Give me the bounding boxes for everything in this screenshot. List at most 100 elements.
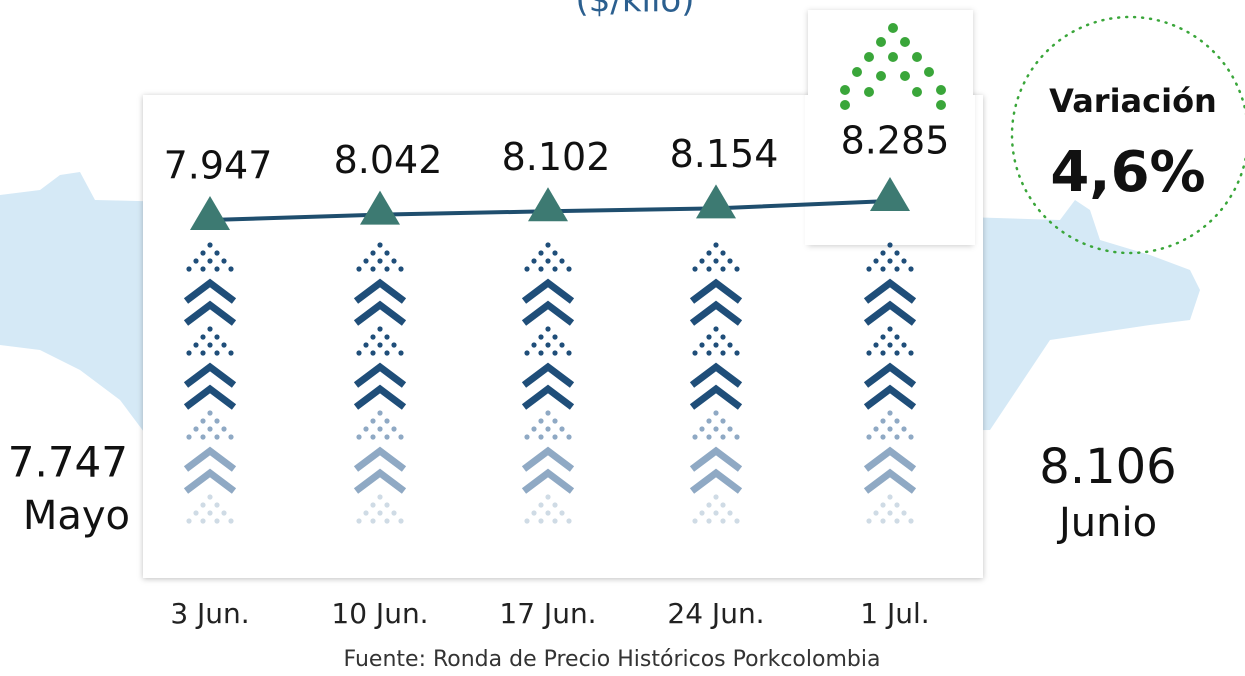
deco-dot: [207, 342, 213, 348]
deco-dot: [713, 426, 719, 432]
deco-dot: [692, 434, 698, 440]
deco-dot: [193, 510, 199, 516]
deco-dot: [864, 52, 874, 62]
deco-dot: [894, 266, 900, 272]
deco-dot: [370, 502, 376, 508]
deco-dot: [221, 258, 227, 264]
deco-dot: [384, 518, 390, 524]
deco-chevron: [689, 278, 743, 304]
deco-dot: [908, 434, 914, 440]
deco-dot: [356, 434, 362, 440]
deco-dot: [566, 266, 572, 272]
deco-chevron: [689, 384, 743, 410]
deco-dot: [936, 85, 946, 95]
deco-dot: [377, 242, 383, 248]
deco-dot: [384, 502, 390, 508]
deco-dot: [706, 250, 712, 256]
deco-dot: [538, 350, 544, 356]
deco-dot: [545, 258, 551, 264]
summary-value: 8.106: [1039, 439, 1176, 495]
deco-dot: [552, 418, 558, 424]
deco-dot: [200, 502, 206, 508]
deco-dot: [887, 426, 893, 432]
deco-dot: [200, 350, 206, 356]
deco-chevron: [521, 278, 575, 304]
deco-dot: [200, 250, 206, 256]
deco-dot: [840, 100, 850, 110]
deco-dot: [370, 266, 376, 272]
value-label: 8.102: [502, 135, 611, 179]
deco-chevron: [521, 362, 575, 388]
value-label: 8.285: [841, 118, 950, 162]
deco-dot: [888, 52, 898, 62]
deco-dot: [552, 502, 558, 508]
deco-dot: [370, 434, 376, 440]
deco-chevron: [353, 362, 407, 388]
deco-dot: [727, 510, 733, 516]
deco-dot: [713, 342, 719, 348]
deco-dot: [887, 342, 893, 348]
deco-dot: [531, 258, 537, 264]
deco-chevron: [863, 384, 917, 410]
deco-dot: [384, 418, 390, 424]
deco-dot: [398, 518, 404, 524]
deco-dot: [713, 510, 719, 516]
deco-dot: [524, 350, 530, 356]
deco-dot: [214, 502, 220, 508]
deco-dot: [887, 258, 893, 264]
deco-dot: [699, 510, 705, 516]
deco-dot: [720, 266, 726, 272]
deco-dot: [545, 426, 551, 432]
deco-dot: [887, 510, 893, 516]
deco-chevron: [183, 278, 237, 304]
deco-dot: [720, 250, 726, 256]
deco-dot: [699, 342, 705, 348]
deco-chevron: [353, 300, 407, 326]
deco-dot: [734, 434, 740, 440]
deco-dot: [384, 350, 390, 356]
deco-dot: [887, 242, 893, 248]
deco-dot: [531, 426, 537, 432]
deco-dot: [866, 434, 872, 440]
value-label: 8.042: [334, 138, 443, 182]
deco-dot: [545, 342, 551, 348]
deco-dot: [200, 266, 206, 272]
deco-dot: [398, 266, 404, 272]
deco-chevron: [863, 278, 917, 304]
deco-dot: [873, 258, 879, 264]
deco-dot: [912, 52, 922, 62]
deco-dot: [720, 518, 726, 524]
deco-dot: [900, 71, 910, 81]
deco-dot: [840, 85, 850, 95]
variation-value: 4,6%: [1050, 140, 1205, 205]
deco-dot: [363, 426, 369, 432]
deco-dot: [880, 334, 886, 340]
marker: [190, 195, 230, 230]
card-join: [805, 95, 975, 245]
deco-dot: [706, 266, 712, 272]
deco-dot: [207, 426, 213, 432]
summary-value: 7.747: [8, 438, 128, 487]
deco-dot: [720, 502, 726, 508]
deco-chevron: [353, 446, 407, 472]
deco-dot: [720, 350, 726, 356]
deco-dot: [559, 426, 565, 432]
deco-dot: [552, 266, 558, 272]
deco-dot: [924, 67, 934, 77]
deco-chevron: [183, 300, 237, 326]
deco-dot: [901, 258, 907, 264]
deco-dot: [186, 434, 192, 440]
deco-dot: [864, 87, 874, 97]
deco-dot: [398, 350, 404, 356]
deco-dot: [214, 418, 220, 424]
deco-dot: [880, 434, 886, 440]
deco-chevron: [521, 300, 575, 326]
x-tick-label: 24 Jun.: [667, 597, 764, 630]
deco-dot: [873, 342, 879, 348]
deco-chevron: [353, 278, 407, 304]
deco-dot: [901, 342, 907, 348]
deco-dot: [200, 334, 206, 340]
deco-chevron: [689, 446, 743, 472]
deco-dot: [545, 494, 551, 500]
deco-dot: [221, 426, 227, 432]
